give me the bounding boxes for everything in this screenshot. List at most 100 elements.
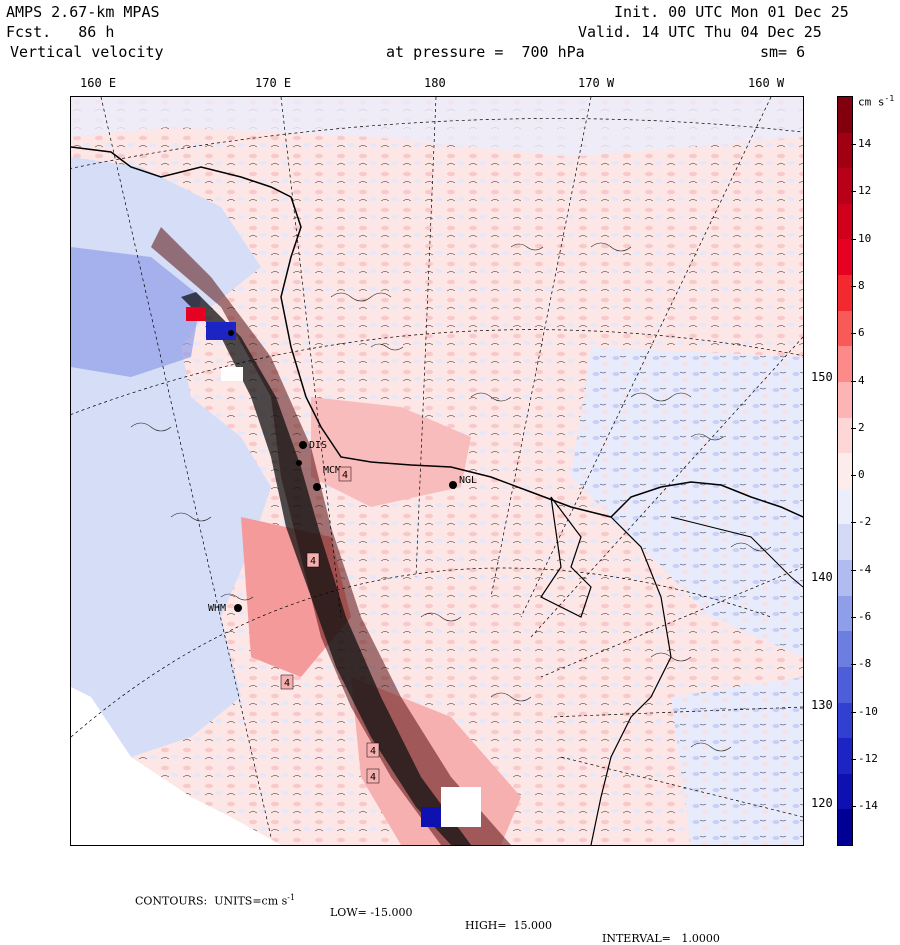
colorbar-swatch (838, 168, 852, 205)
svg-text:4: 4 (310, 556, 316, 567)
colorbar-tick-label: 12 (858, 184, 872, 198)
smoothing: sm= 6 (760, 43, 806, 61)
colorbar-swatch (838, 738, 852, 775)
white-patch-1 (221, 367, 243, 381)
pressure-level: at pressure = 700 hPa (386, 43, 585, 61)
station-dot (296, 460, 302, 466)
colorbar-swatch (838, 310, 852, 347)
colorbar-swatch (838, 595, 852, 632)
blue-patch-1 (206, 322, 236, 340)
field-name: Vertical velocity (10, 43, 164, 61)
colorbar-tick-label: -4 (858, 562, 872, 576)
colorbar-unit: cm s-1 (858, 94, 895, 109)
colorbar (837, 96, 853, 846)
colorbar-tick-label: 14 (858, 137, 872, 150)
colorbar-tick-label: 8 (858, 278, 865, 292)
colorbar-tick-label: -6 (858, 610, 872, 623)
colorbar-tick (851, 617, 856, 618)
meridian-160w (520, 97, 772, 618)
lon-label-170w: 170 W (578, 76, 615, 90)
blue-region-east (571, 347, 803, 657)
colorbar-tick (851, 475, 856, 477)
svg-text:4: 4 (370, 772, 376, 783)
colorbar-tick-label: 10 (858, 231, 872, 245)
station-whm: WHM (208, 603, 242, 614)
blue-patch-2 (421, 807, 441, 827)
colorbar-tick-label: -10 (858, 704, 878, 718)
colorbar-tick (851, 144, 856, 145)
footer-high: HIGH= 15.000 (465, 919, 553, 932)
footer-units: CONTOURS: UNITS=cm s-1 (135, 893, 296, 908)
colorbar-swatch (838, 346, 852, 383)
colorbar-swatch (838, 702, 852, 739)
colorbar-swatch (838, 773, 852, 810)
colorbar-swatch (838, 453, 852, 490)
velocity-map: MCM NGL WHM DIS 4 4 4 4 4 (71, 97, 803, 845)
meridian-160e (100, 97, 272, 838)
meridian-180 (415, 97, 437, 578)
colorbar-tick-label: 4 (858, 373, 865, 387)
colorbar-swatch (838, 666, 852, 703)
colorbar-tick (851, 380, 856, 382)
coast-marie-byrd (670, 516, 803, 588)
grounding-line-east (590, 516, 672, 845)
svg-text:4: 4 (284, 678, 290, 689)
colorbar-tick-label: -2 (858, 515, 872, 529)
blue-region-southeast (671, 677, 803, 845)
colorbar-swatch (838, 809, 852, 846)
valid-time: Valid. 14 UTC Thu 04 Dec 25 (578, 23, 822, 41)
footer-interval: INTERVAL= 1.0000 (602, 932, 720, 945)
footer-low: LOW= -15.000 (330, 906, 413, 919)
lat-circle-3 (71, 567, 772, 738)
footer: CONTOURS: UNITS=cm s-1 LOW= -15.000 HIGH… (0, 880, 900, 945)
svg-text:NGL: NGL (459, 475, 477, 486)
mountain-band (151, 227, 511, 845)
colorbar-tick (851, 285, 856, 287)
colorbar-tick (851, 806, 856, 808)
blue-region-core (71, 247, 201, 377)
contour-value-labels: 4 4 4 4 4 (280, 466, 380, 784)
colorbar-tick (851, 711, 856, 713)
colorbar-tick (851, 569, 856, 571)
meridian-140w (540, 566, 803, 678)
colorbar-tick (851, 522, 856, 524)
init-time: Init. 00 UTC Mon 01 Dec 25 (614, 3, 849, 21)
colorbar-swatch (838, 132, 852, 169)
no-data-area (71, 687, 281, 845)
svg-text:4: 4 (370, 746, 376, 757)
svg-text:DIS: DIS (309, 440, 327, 451)
colorbar-swatch (838, 381, 852, 419)
colorbar-swatch (838, 97, 852, 134)
colorbar-swatch (838, 631, 852, 668)
lon-label-180: 180 (424, 76, 446, 90)
ross-ice-shelf-edge (71, 146, 803, 518)
colorbar-tick-label: 6 (858, 326, 865, 340)
colorbar-tick (851, 333, 856, 335)
colorbar-swatch (838, 560, 852, 597)
colorbar-tick-label: -8 (858, 657, 872, 671)
forecast-hour: Fcst. 86 h (6, 23, 115, 41)
colorbar-tick (851, 238, 856, 240)
colorbar-tick (851, 427, 856, 429)
colorbar-swatch (838, 275, 852, 312)
red-patch-1 (186, 307, 206, 321)
colorbar-tick-label: -14 (858, 799, 878, 813)
station-ngl: NGL (449, 475, 477, 489)
colorbar-tick-label: 2 (858, 420, 865, 434)
colorbar-swatch (838, 488, 852, 525)
meridian-130w (550, 706, 803, 718)
model-title: AMPS 2.67-km MPAS (6, 3, 160, 21)
colorbar-swatch (838, 239, 852, 276)
colorbar-tick-label: -12 (858, 751, 878, 765)
station-dis: DIS (299, 440, 327, 451)
lon-label-160e: 160 E (80, 76, 117, 90)
colorbar-swatch (838, 524, 852, 561)
svg-text:WHM: WHM (208, 603, 226, 614)
roosevelt-island (540, 496, 592, 618)
blue-region-north (71, 97, 803, 157)
colorbar-tick (851, 758, 856, 760)
map-panel: MCM NGL WHM DIS 4 4 4 4 4 (70, 96, 804, 846)
lon-label-170e: 170 E (255, 76, 292, 90)
colorbar-tick (851, 664, 856, 666)
colorbar-swatch (838, 417, 852, 454)
